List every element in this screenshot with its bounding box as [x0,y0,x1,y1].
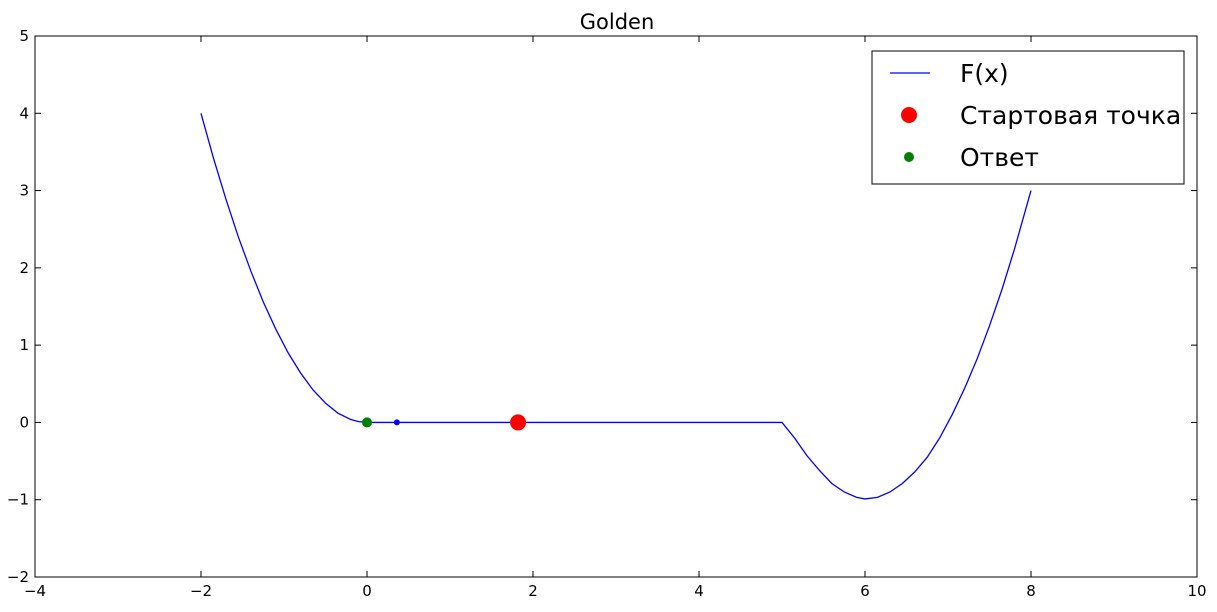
legend-label: Стартовая точка [960,101,1181,130]
y-tick-label: 4 [19,104,29,122]
y-tick-label: 1 [19,336,29,354]
axes-frame [34,35,1198,578]
x-tick-label: 2 [528,582,538,600]
x-tick-label: 6 [860,582,870,600]
marker-point-intermediate-3 [393,419,400,426]
x-tick-label: −4 [24,582,46,600]
x-tick-label: 0 [362,582,372,600]
marker-point-Стартовая-точка [510,414,527,431]
x-tick-label: −2 [190,582,212,600]
legend: F(x) Стартовая точка Ответ [871,50,1185,185]
x-tick-label: 10 [1187,582,1206,600]
chart-title: Golden [580,10,655,34]
legend-marker-swatch [904,152,914,162]
y-tick-label: 2 [19,259,29,277]
y-tick-label: 3 [19,182,29,200]
y-tick-label: 5 [19,27,29,45]
legend-label: Ответ [960,143,1039,172]
y-tick-label: −1 [7,491,29,509]
series-line-fx [200,113,1032,500]
x-tick-label: 4 [694,582,704,600]
marker-point-Ответ [362,417,372,428]
y-tick-label: 0 [19,413,29,431]
legend-marker-swatch [901,107,917,123]
plot-area [200,113,1032,500]
y-tick-label: −2 [7,568,29,586]
x-tick-label: 8 [1026,582,1036,600]
legend-label: F(x) [960,59,1009,88]
